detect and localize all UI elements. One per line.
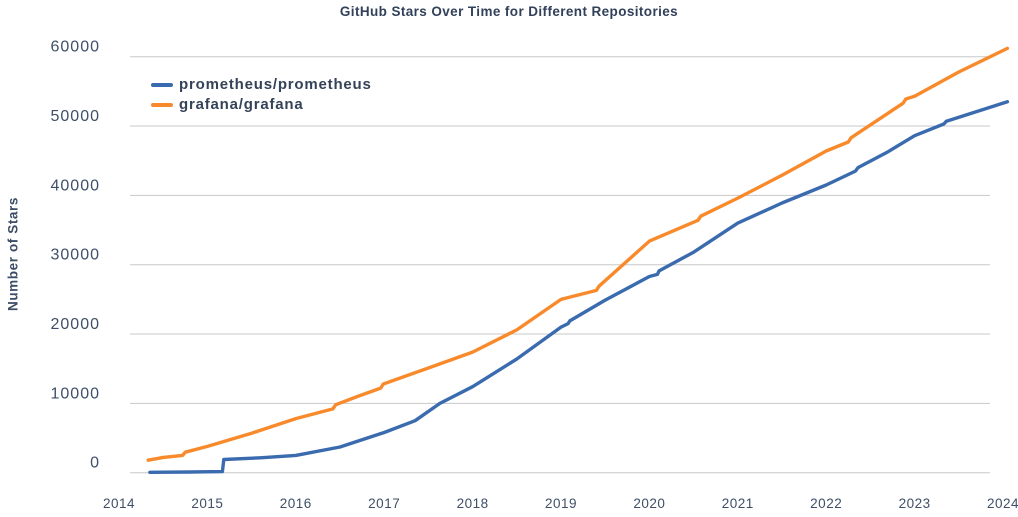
- legend: prometheus/prometheus grafana/grafana: [151, 76, 372, 113]
- legend-item-grafana: grafana/grafana: [151, 96, 372, 113]
- x-tick-label: 2014: [103, 496, 135, 511]
- y-tick-label: 30000: [51, 247, 101, 264]
- legend-swatch-icon: [151, 82, 173, 87]
- chart-title: GitHub Stars Over Time for Different Rep…: [339, 4, 679, 19]
- y-tick-label: 0: [90, 455, 100, 472]
- series-line-grafana: [146, 46, 1010, 462]
- x-tick-label: 2018: [457, 496, 489, 511]
- y-tick-label: 50000: [51, 108, 101, 125]
- legend-label: prometheus/prometheus: [179, 76, 372, 93]
- series-line-prometheus: [148, 100, 1010, 474]
- x-tick-label: 2022: [810, 496, 842, 511]
- x-tick-label: 2020: [633, 496, 665, 511]
- x-tick-label: 2021: [722, 496, 754, 511]
- x-tick-label: 2024: [987, 496, 1018, 511]
- x-tick-label: 2019: [545, 496, 577, 511]
- y-tick-label: 60000: [51, 39, 101, 56]
- y-axis-label: Number of Stars: [5, 196, 21, 312]
- x-tick-label: 2023: [899, 496, 931, 511]
- y-tick-label: 40000: [51, 177, 101, 194]
- legend-label: grafana/grafana: [179, 96, 304, 113]
- legend-swatch-icon: [151, 102, 173, 107]
- x-tick-label: 2017: [368, 496, 400, 511]
- legend-item-prometheus: prometheus/prometheus: [151, 76, 372, 93]
- x-tick-label: 2016: [280, 496, 312, 511]
- y-tick-label: 20000: [51, 316, 101, 333]
- x-tick-label: 2015: [191, 496, 223, 511]
- y-tick-label: 10000: [51, 385, 101, 402]
